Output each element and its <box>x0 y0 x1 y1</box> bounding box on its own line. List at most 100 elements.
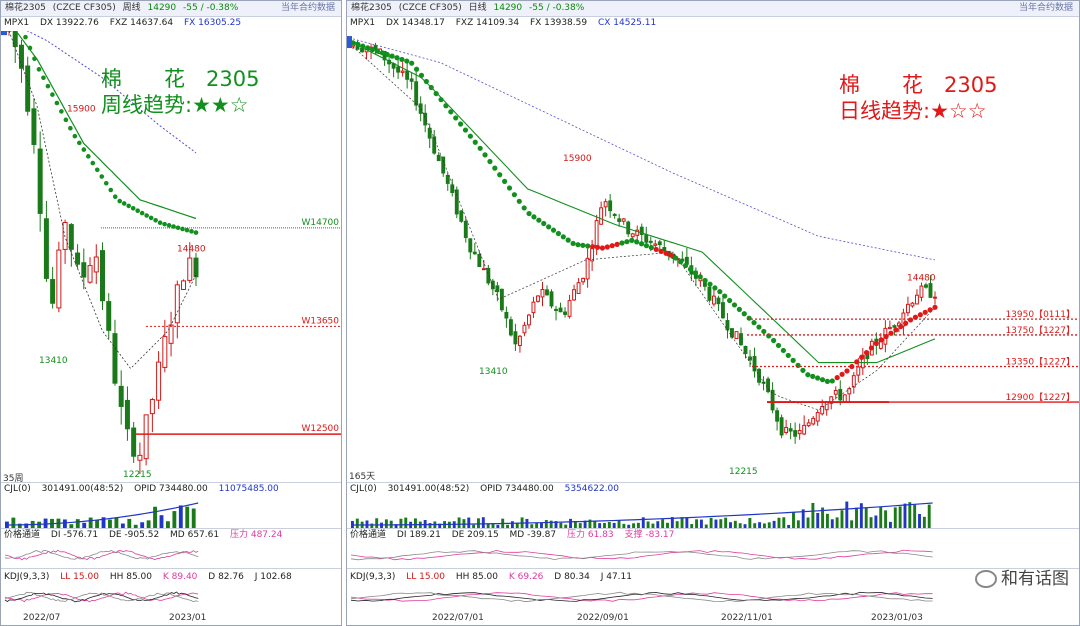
kdj-name[interactable]: KDJ(9,3,3) <box>350 572 396 582</box>
candle-body <box>168 324 174 344</box>
candle-body <box>707 286 712 301</box>
daily-trend-dot <box>497 172 503 178</box>
weekly-candle <box>75 244 81 269</box>
price-channel-bar: 价格通道 DI 189.21 DE 209.15 MD -39.87 压力 61… <box>347 529 1079 542</box>
indicator-name[interactable]: MPX1 <box>4 18 30 28</box>
contract-data-label: 当年合约数据 <box>280 3 335 13</box>
daily-candle <box>617 213 622 227</box>
daily-volume-bar <box>656 521 660 529</box>
daily-candle <box>558 302 563 313</box>
daily-volume-bar <box>452 521 456 529</box>
daily-candle <box>441 156 446 177</box>
daily-volume-bar <box>709 517 713 529</box>
daily-trend-dot <box>722 293 728 299</box>
daily-candle <box>924 282 928 289</box>
daily-trend-dot <box>751 320 757 326</box>
candle-body <box>414 81 419 106</box>
dx-value: DX 13922.76 <box>39 18 99 28</box>
period-label[interactable]: 日线 <box>468 3 487 13</box>
daily-chart-panel[interactable]: 棉花2305 (CZCE CF305) 日线 14290 -55 / -0.38… <box>346 0 1080 626</box>
kdj-j: J 102.68 <box>254 572 292 582</box>
cjl-name[interactable]: CJL(0) <box>350 484 377 494</box>
low-price-label: 12215 <box>729 467 758 477</box>
weekly-kdj-line-2 <box>4 591 199 603</box>
pc-name[interactable]: 价格通道 <box>350 530 387 540</box>
daily-trend-dot <box>824 378 831 384</box>
weekly-trend-dot <box>135 208 140 213</box>
pc-resistance: 压力 61.83 <box>567 530 614 540</box>
daily-volume-bar <box>535 522 539 529</box>
weekly-volume-bar <box>82 522 87 529</box>
daily-trend-dot <box>668 252 674 258</box>
daily-volume-bar <box>540 522 543 529</box>
candle-body <box>585 257 590 280</box>
daily-volume-bar <box>801 509 805 529</box>
weekly-volume-bar <box>37 521 42 529</box>
indicator-name[interactable]: MPX1 <box>350 18 376 28</box>
candle-body <box>181 280 187 290</box>
trend-title: 棉 花 2305 <box>101 67 260 91</box>
daily-volume-bar <box>380 522 383 529</box>
weekly-candle <box>50 266 56 309</box>
daily-trend-dot <box>663 250 669 256</box>
daily-volume-bar <box>636 522 640 529</box>
candle-body <box>162 336 168 368</box>
weekly-candle <box>149 397 155 433</box>
daily-trend-dot <box>756 324 762 330</box>
daily-candle <box>576 278 581 294</box>
kdj-name[interactable]: KDJ(9,3,3) <box>4 572 50 582</box>
daily-volume-bar <box>438 523 442 529</box>
daily-trend-dot <box>555 230 562 237</box>
weekly-channel-line-0 <box>4 549 199 561</box>
kdj-d: D 80.34 <box>554 572 590 582</box>
trend-title: 棉 花 2305 <box>839 73 998 97</box>
daily-candle <box>495 282 500 302</box>
daily-volume-bar <box>583 520 587 529</box>
w12500-label: W12500 <box>301 424 339 434</box>
weekly-chart-panel[interactable]: 棉花2305 (CZCE CF305) 周线 14290 -55 / -0.38… <box>0 0 342 626</box>
level-13750-label: 13750【1227】 <box>1005 325 1075 336</box>
weekly-trend-dot <box>81 147 87 152</box>
weekly-price-chart[interactable]: W14700 W13650 W12500 15900 13410 12215 14480 <box>1 31 341 481</box>
daily-trend-dot <box>707 281 713 287</box>
candle-body <box>581 277 586 283</box>
weekly-trend-dot <box>144 213 149 218</box>
daily-candle <box>481 260 486 271</box>
weekly-candle <box>56 241 62 313</box>
daily-volume-bar <box>375 518 379 529</box>
pc-de: DE -905.52 <box>108 530 160 540</box>
candle-body <box>856 366 861 376</box>
candle-body <box>486 267 491 284</box>
period-label[interactable]: 周线 <box>122 3 141 13</box>
cjl-name[interactable]: CJL(0) <box>4 484 31 494</box>
daily-candle <box>653 239 658 248</box>
daily-trend-dot <box>849 363 855 370</box>
kdj-ll: LL 15.00 <box>406 572 445 582</box>
candle-body <box>603 201 608 208</box>
contract-code: (CZCE CF305) <box>398 3 462 13</box>
daily-trend-dot <box>462 127 469 133</box>
daily-trend-dot <box>917 312 923 318</box>
daily-volume-bar <box>515 522 519 529</box>
daily-trend-dot <box>565 237 571 243</box>
candle-body <box>540 288 545 298</box>
daily-price-chart[interactable]: 13950【0111】 13750【1227】 13350【1227】 12900【1… <box>347 31 1079 481</box>
daily-trend-dot <box>541 220 547 227</box>
daily-candle <box>545 285 549 296</box>
candle-body <box>739 333 743 346</box>
daily-volume-bar <box>762 523 766 529</box>
weekly-candle <box>87 257 93 284</box>
daily-candle <box>793 422 798 444</box>
daily-candle <box>851 372 856 394</box>
pc-name[interactable]: 价格通道 <box>4 530 41 540</box>
candle-body <box>18 44 24 69</box>
daily-candle <box>761 376 766 391</box>
daily-volume-bar <box>821 507 825 529</box>
daily-trend-dot <box>795 362 801 368</box>
daily-volume-bar <box>603 523 606 529</box>
weekly-trend-dot <box>99 174 105 179</box>
daily-trend-dot <box>413 66 420 72</box>
daily-trend-dot <box>702 277 708 284</box>
daily-trend-dot <box>829 378 835 384</box>
daily-candle <box>554 305 558 321</box>
